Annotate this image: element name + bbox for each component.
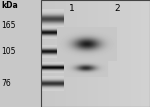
Text: 165: 165 (2, 21, 16, 30)
Text: 1: 1 (69, 4, 75, 13)
Text: 2: 2 (114, 4, 120, 13)
Text: kDa: kDa (2, 1, 18, 10)
Text: 105: 105 (2, 47, 16, 56)
Bar (40, 0, 150, 107)
Text: 76: 76 (2, 79, 11, 88)
